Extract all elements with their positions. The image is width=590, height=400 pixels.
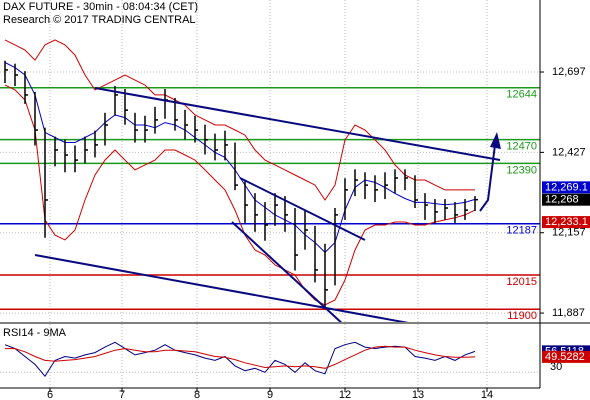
rsi-line	[4, 341, 476, 378]
price-tag	[542, 181, 590, 194]
rsi-line	[5, 345, 476, 369]
arrow-head	[490, 132, 501, 149]
axes	[0, 0, 590, 389]
x-tick-label: 12	[339, 389, 351, 400]
level-label: 12644	[506, 89, 537, 101]
upper-band	[4, 39, 475, 201]
x-tick-label: 9	[267, 389, 273, 400]
x-tick-label: 6	[47, 389, 53, 400]
x-tick-label: 14	[481, 389, 493, 400]
trend-line	[34, 254, 409, 322]
trend-line	[231, 221, 343, 322]
x-tick-label: 13	[412, 389, 424, 400]
y-tick-label: 12,427	[552, 146, 586, 158]
chart-subtitle: Research © 2017 TRADING CENTRAL	[3, 14, 196, 26]
x-tick-label: 8	[194, 389, 200, 400]
y-tick-label: 12,697	[552, 66, 586, 78]
price-tag	[542, 216, 590, 229]
rsi-tick-label: 30	[550, 361, 562, 373]
level-label: 11900	[507, 310, 537, 322]
price-tag-label: 12,233.1	[545, 216, 588, 228]
trend-lines	[34, 87, 501, 322]
labels: DAX FUTURE - 30min - 08:04:34 (CET) Rese…	[3, 1, 590, 400]
grid	[0, 0, 540, 388]
price-tag-label: 12,269.1	[545, 181, 588, 193]
level-label: 12015	[506, 276, 537, 288]
y-tick-label: 12,157	[552, 227, 586, 239]
lower-band	[4, 84, 476, 306]
rsi-title: RSI14 - 9MA	[3, 327, 67, 339]
trend-line	[94, 87, 501, 161]
level-label: 12390	[506, 164, 537, 176]
rsi-tag	[542, 350, 590, 363]
price-panel	[0, 39, 540, 310]
y-tick-label: 11,887	[552, 307, 585, 319]
price-tag	[542, 193, 590, 206]
rsi-tag-label: 49.5282	[545, 351, 585, 363]
moving-average	[4, 62, 476, 254]
chart-title: DAX FUTURE - 30min - 08:04:34 (CET)	[3, 1, 198, 13]
level-label: 12470	[506, 140, 537, 152]
forecast-arrow	[479, 144, 496, 212]
x-tick-label: 7	[119, 389, 125, 400]
price-tag-label: 12,268	[545, 194, 579, 206]
level-label: 12187	[506, 225, 537, 237]
rsi-panel	[4, 341, 476, 378]
trend-line	[239, 177, 366, 241]
